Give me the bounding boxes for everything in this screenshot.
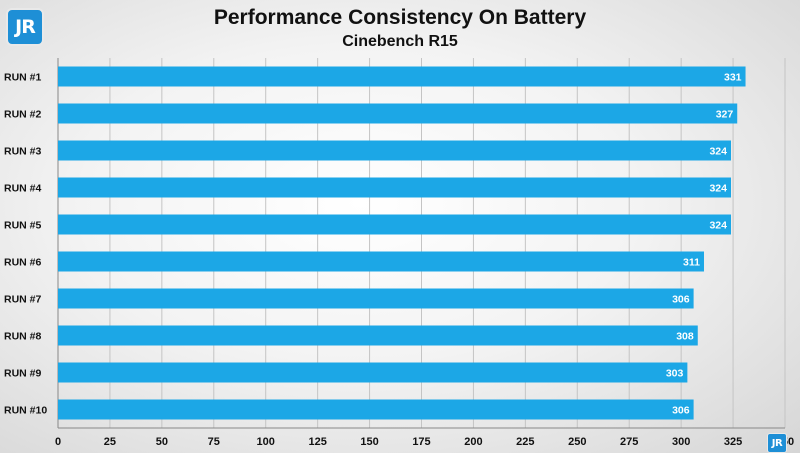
data-label: 324 [709, 183, 727, 195]
chart-subtitle: Cinebench R15 [342, 33, 458, 50]
data-label: 306 [672, 405, 690, 417]
data-label: 327 [716, 109, 734, 121]
brand-logo: JR [6, 8, 44, 46]
x-tick-label: 25 [104, 436, 116, 448]
bar [58, 177, 731, 198]
bar [58, 362, 688, 383]
category-label: RUN #6 [4, 257, 42, 269]
category-label: RUN #3 [4, 146, 42, 158]
data-label: 331 [724, 72, 742, 84]
bar [58, 214, 731, 235]
bar [58, 325, 698, 346]
x-tick-label: 300 [672, 436, 690, 448]
category-label: RUN #5 [4, 220, 42, 232]
x-tick-label: 175 [412, 436, 430, 448]
bar [58, 66, 746, 87]
data-label: 324 [709, 220, 727, 232]
bar [58, 399, 694, 420]
category-label: RUN #2 [4, 109, 42, 121]
bar [58, 140, 731, 161]
category-label: RUN #1 [4, 72, 42, 84]
chart-title: Performance Consistency On Battery [213, 6, 587, 29]
x-tick-label: 250 [568, 436, 586, 448]
category-label: RUN #8 [4, 331, 42, 343]
x-tick-label: 100 [257, 436, 275, 448]
x-tick-label: 50 [156, 436, 168, 448]
x-tick-label: 125 [308, 436, 326, 448]
category-label: RUN #4 [4, 183, 42, 195]
category-label: RUN #10 [4, 405, 47, 417]
x-tick-label: 75 [208, 436, 220, 448]
category-label: RUN #9 [4, 368, 42, 380]
bar [58, 251, 704, 272]
x-tick-label: 275 [620, 436, 638, 448]
x-tick-label: 0 [55, 436, 61, 448]
bar [58, 103, 738, 124]
data-label: 311 [683, 257, 700, 269]
x-tick-label: 325 [724, 436, 742, 448]
x-tick-label: 225 [516, 436, 534, 448]
brand-logo-text: JR [15, 16, 36, 38]
data-label: 308 [676, 331, 694, 343]
x-tick-label: 200 [464, 436, 482, 448]
data-label: 306 [672, 294, 690, 306]
x-tick-label: 150 [360, 436, 378, 448]
data-label: 324 [709, 146, 727, 158]
watermark-logo: JR [767, 433, 787, 453]
bar [58, 288, 694, 309]
watermark-logo-text: JR [771, 437, 783, 449]
data-label: 303 [666, 368, 684, 380]
category-label: RUN #7 [4, 294, 42, 306]
